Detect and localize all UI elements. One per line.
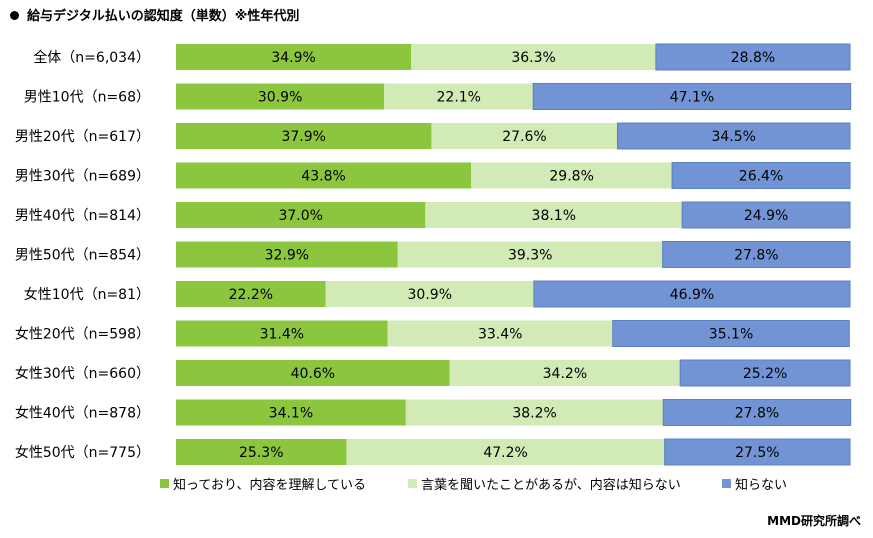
- bar-segment-known: [176, 399, 406, 426]
- data-label-heard: 29.8%: [549, 169, 593, 185]
- data-label-heard: 27.6%: [502, 129, 546, 145]
- category-label: 女性50代（n=775）: [15, 444, 150, 461]
- data-label-heard: 33.4%: [478, 327, 522, 343]
- data-label-heard: 22.1%: [437, 90, 481, 106]
- legend-label-known: 知っており、内容を理解している: [173, 478, 367, 493]
- bar-segment-heard: [449, 360, 681, 386]
- data-label-unknown: 27.8%: [734, 248, 778, 264]
- category-label: 男性20代（n=617）: [15, 129, 150, 145]
- data-label-unknown: 24.9%: [744, 208, 788, 224]
- data-label-known: 43.8%: [301, 169, 345, 185]
- bar-segment-unknown: [532, 83, 852, 110]
- data-label-unknown: 25.2%: [743, 366, 787, 382]
- data-label-heard: 36.3%: [511, 50, 555, 66]
- source-credit: MMD研究所調べ: [767, 514, 861, 528]
- data-label-unknown: 35.1%: [709, 327, 753, 343]
- bar-segment-unknown: [612, 320, 850, 347]
- category-label: 女性10代（n=81）: [24, 286, 150, 303]
- data-label-unknown: 28.8%: [731, 50, 775, 66]
- bar-segment-unknown: [616, 122, 851, 150]
- bar-segment-heard: [425, 202, 683, 228]
- bar-segment-heard: [397, 241, 663, 268]
- data-label-unknown: 47.1%: [670, 90, 714, 106]
- bar-segment-heard: [471, 162, 673, 189]
- data-label-heard: 38.2%: [512, 406, 556, 422]
- chart-title: 給与デジタル払いの認知度（単数）※性年代別: [10, 6, 299, 28]
- data-label-known: 37.0%: [278, 208, 322, 224]
- legend-swatch-heard: [408, 479, 417, 488]
- data-label-known: 32.9%: [265, 248, 309, 264]
- category-label: 女性40代（n=878）: [15, 405, 150, 422]
- bar-segment-known: [176, 123, 432, 149]
- bar-segment-known: [176, 439, 347, 465]
- bar-segment-known: [176, 83, 385, 110]
- category-label: 男性30代（n=689）: [15, 169, 150, 185]
- data-label-heard: 34.2%: [543, 366, 587, 382]
- legend-swatch-known: [160, 479, 169, 488]
- data-label-known: 31.4%: [260, 327, 304, 343]
- category-label: 女性30代（n=660）: [15, 365, 150, 382]
- bar-segment-unknown: [655, 43, 851, 71]
- bar-segment-known: [176, 320, 388, 347]
- bar-segment-heard: [411, 44, 656, 70]
- legend-item-known: 知っており、内容を理解している: [160, 474, 366, 493]
- bar-segment-known: [176, 281, 326, 307]
- category-label: 男性50代（n=854）: [15, 248, 150, 264]
- bar-segment-heard: [431, 123, 618, 149]
- legend-label-unknown: 知らない: [735, 478, 788, 493]
- category-label: 全体（n=6,034）: [33, 49, 150, 66]
- data-label-heard: 39.3%: [508, 248, 552, 264]
- data-label-known: 37.9%: [281, 129, 325, 145]
- bar-segment-known: [176, 44, 412, 70]
- category-label: 男性40代（n=814）: [15, 208, 150, 224]
- data-label-known: 22.2%: [229, 287, 273, 303]
- bar-segment-unknown: [671, 162, 851, 189]
- chart-title-text: 給与デジタル払いの認知度（単数）※性年代別: [27, 9, 300, 24]
- data-label-known: 40.6%: [291, 366, 335, 382]
- data-label-unknown: 27.5%: [735, 445, 779, 461]
- data-label-heard: 38.1%: [532, 208, 576, 224]
- bar-segment-unknown: [533, 280, 851, 308]
- legend-item-heard: 言葉を聞いたことがあるが、内容は知らない: [408, 474, 681, 493]
- bar-segment-heard: [387, 320, 613, 347]
- bar-segment-heard: [346, 439, 665, 465]
- bar-segment-heard: [405, 399, 664, 426]
- data-label-known: 30.9%: [258, 90, 302, 106]
- bar-segment-unknown: [662, 241, 851, 268]
- legend-swatch-unknown: [722, 479, 731, 488]
- data-label-known: 34.1%: [269, 406, 313, 422]
- data-label-unknown: 34.5%: [711, 129, 755, 145]
- bar-segment-known: [176, 162, 472, 189]
- data-label-known: 25.3%: [239, 445, 283, 461]
- bar-segment-known: [176, 202, 426, 228]
- bar-segment-heard: [325, 281, 534, 307]
- stacked-bar-chart: 全体（n=6,034） 34.9% 36.3% 28.8% 男性10代（n=68） 30.…: [15, 43, 852, 466]
- data-label-unknown: 26.4%: [739, 169, 783, 185]
- bar-segment-heard: [384, 83, 534, 110]
- data-label-unknown: 27.8%: [735, 406, 779, 422]
- legend-item-unknown: 知らない: [722, 474, 787, 493]
- bar-segment-unknown: [681, 201, 851, 229]
- bar-segment-unknown: [664, 438, 851, 466]
- legend-label-heard: 言葉を聞いたことがあるが、内容は知らない: [421, 478, 681, 493]
- bar-segment-unknown: [662, 399, 852, 426]
- data-label-heard: 47.2%: [483, 445, 527, 461]
- bar-segment-known: [176, 360, 450, 386]
- data-label-unknown: 46.9%: [670, 287, 714, 303]
- bar-segment-known: [176, 241, 398, 268]
- data-label-known: 34.9%: [271, 50, 315, 66]
- bullet-icon: [10, 11, 19, 20]
- bar-segment-unknown: [679, 359, 851, 387]
- category-label: 男性10代（n=68）: [24, 90, 150, 106]
- category-label: 女性20代（n=598）: [15, 326, 150, 343]
- data-label-heard: 30.9%: [408, 287, 452, 303]
